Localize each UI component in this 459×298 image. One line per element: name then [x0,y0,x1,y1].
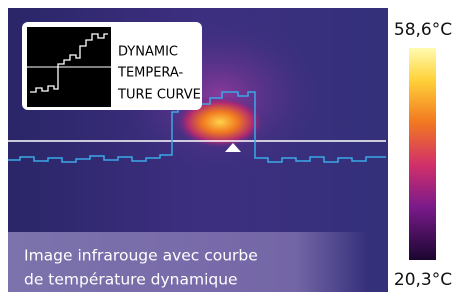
inset-text: TURE CURVE [117,88,201,103]
color-scale [409,48,436,260]
scale-max: 58,6°C [394,20,452,40]
screen: DYNAMIC TEMPERA- TURE CURVE Image infrar… [0,0,459,298]
caption-text: de température dynamique [24,271,238,289]
caption-text: Image infrarouge avec courbe [24,247,258,265]
inset-text: DYNAMIC [118,45,178,60]
scale-min: 20,3°C [394,270,452,290]
inset-text: TEMPERA- [117,66,184,81]
